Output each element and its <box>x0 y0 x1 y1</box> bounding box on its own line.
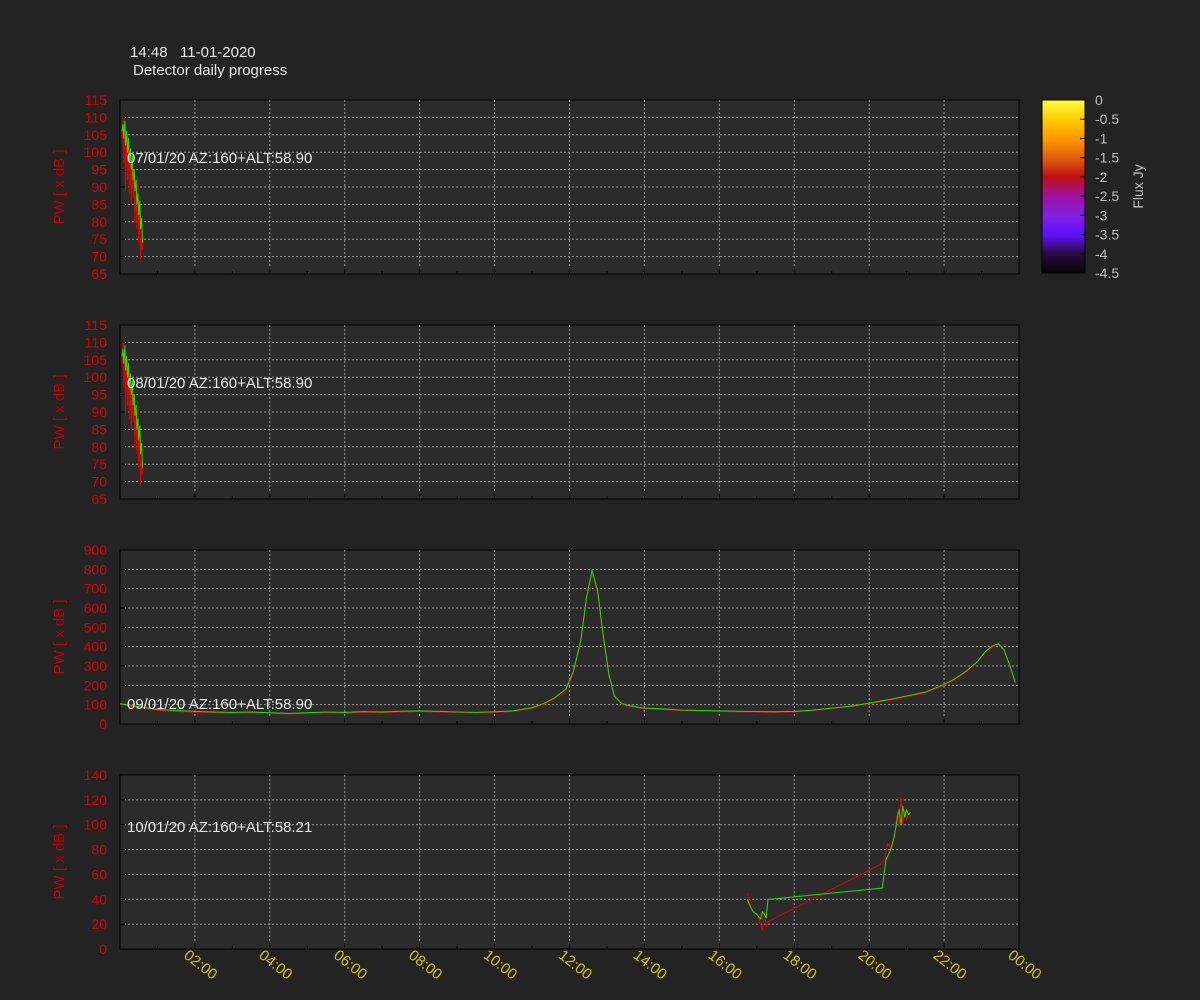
y-tick-label: 70 <box>91 474 107 490</box>
y-tick-label: 85 <box>91 421 107 437</box>
plot-area <box>119 774 1020 950</box>
colorbar: 0 -0.5 -1 -1.5 -2 -2.5 -3 -3.5 -4 -4.5 Flux Jy <box>1041 92 1146 281</box>
y-tick-label: 100 <box>84 144 108 160</box>
y-tick-label: 75 <box>91 231 107 247</box>
y-tick-label: 60 <box>91 866 107 882</box>
y-tick-label: 90 <box>91 179 107 195</box>
y-tick-label: 105 <box>84 352 108 368</box>
y-tick-label: 80 <box>91 439 107 455</box>
panel-4: 0 20 40 60 80 100 120 140 PW [ x dB ] 10/01/20 AZ… <box>51 767 1045 983</box>
colorbar-tick-label: -2 <box>1095 169 1108 185</box>
y-tick-label: 100 <box>84 817 108 833</box>
y-tick-label: 100 <box>84 369 108 385</box>
colorbar-gradient-bar <box>1041 99 1086 274</box>
timestamp: 14:48 11-01-2020 <box>130 44 256 61</box>
page-title: Detector daily progress <box>133 62 288 79</box>
colorbar-tick-label: -2.5 <box>1095 188 1119 204</box>
x-tick-label: 06:00 <box>330 947 370 984</box>
panel-label: 08/01/20 AZ:160+ALT:58.90 <box>127 375 312 392</box>
y-tick-label: 65 <box>91 266 107 282</box>
y-tick-label: 90 <box>91 404 107 420</box>
y-tick-label: 140 <box>84 767 108 783</box>
x-tick-label: 22:00 <box>930 947 970 984</box>
y-tick-label: 40 <box>91 891 107 907</box>
y-tick-label: 110 <box>85 109 108 125</box>
colorbar-tick-label: -4 <box>1095 246 1108 262</box>
y-tick-label: 80 <box>91 214 107 230</box>
colorbar-label: Flux Jy <box>1130 164 1146 208</box>
y-axis-label: PW [ x dB ] <box>51 599 68 674</box>
y-axis-label: PW [ x dB ] <box>51 824 68 899</box>
y-tick-label: 115 <box>85 317 108 333</box>
series-green-line <box>119 569 1016 714</box>
y-tick-label: 85 <box>91 196 107 212</box>
y-tick-label: 20 <box>91 916 107 932</box>
y-tick-label: 70 <box>91 249 107 265</box>
series-red-line <box>746 796 911 931</box>
y-tick-label: 95 <box>91 162 107 178</box>
y-tick-label: 115 <box>85 92 108 108</box>
colorbar-tick-label: -0.5 <box>1095 111 1119 127</box>
x-tick-label: 14:00 <box>630 947 670 984</box>
y-tick-label: 80 <box>91 842 107 858</box>
colorbar-tick-label: -3 <box>1095 207 1108 223</box>
colorbar-tick-label: -4.5 <box>1095 265 1119 281</box>
y-tick-label: 0 <box>99 716 107 732</box>
colorbar-tick-label: 0 <box>1095 92 1103 108</box>
y-tick-label: 600 <box>84 600 108 616</box>
colorbar-tick-label: -1 <box>1095 130 1108 146</box>
y-tick-label: 105 <box>84 127 108 143</box>
x-tick-label: 00:00 <box>1005 947 1045 984</box>
y-tick-label: 100 <box>84 697 108 713</box>
series-green-line <box>746 805 911 920</box>
y-tick-label: 65 <box>91 491 107 507</box>
y-tick-label: 120 <box>84 792 108 808</box>
y-tick-label: 800 <box>84 561 108 577</box>
colorbar-tick-label: -1.5 <box>1095 150 1119 166</box>
colorbar-tick-label: -3.5 <box>1095 227 1119 243</box>
y-tick-label: 700 <box>84 581 108 597</box>
x-tick-label: 10:00 <box>480 947 520 984</box>
y-axis-label: PW [ x dB ] <box>51 374 68 449</box>
x-tick-label: 02:00 <box>180 947 220 984</box>
y-tick-label: 900 <box>84 542 108 558</box>
y-tick-label: 110 <box>85 334 108 350</box>
panel-3: 0 100 200 300 400 500 600 700 800 900 PW [ x dB ] 0… <box>51 542 1020 732</box>
y-tick-label: 500 <box>84 619 108 635</box>
y-tick-label: 0 <box>99 941 107 957</box>
panel-label: 07/01/20 AZ:160+ALT:58.90 <box>127 150 312 167</box>
x-tick-label: 18:00 <box>780 947 820 984</box>
y-tick-label: 300 <box>84 658 108 674</box>
x-tick-label: 20:00 <box>855 947 895 984</box>
y-tick-label: 400 <box>84 639 108 655</box>
x-tick-label: 16:00 <box>705 947 745 984</box>
y-tick-label: 200 <box>84 677 108 693</box>
series-green-line <box>121 345 143 468</box>
x-tick-label: 08:00 <box>405 947 445 984</box>
y-axis-label: PW [ x dB ] <box>51 149 68 224</box>
y-tick-label: 95 <box>91 387 107 403</box>
x-tick-label: 12:00 <box>555 947 595 984</box>
panel-label: 09/01/20 AZ:160+ALT:58.90 <box>127 696 312 713</box>
panel-label: 10/01/20 AZ:160+ALT:58.21 <box>127 819 312 836</box>
x-tick-label: 04:00 <box>255 947 295 984</box>
y-tick-label: 75 <box>91 456 107 472</box>
series-green-line <box>121 120 143 243</box>
